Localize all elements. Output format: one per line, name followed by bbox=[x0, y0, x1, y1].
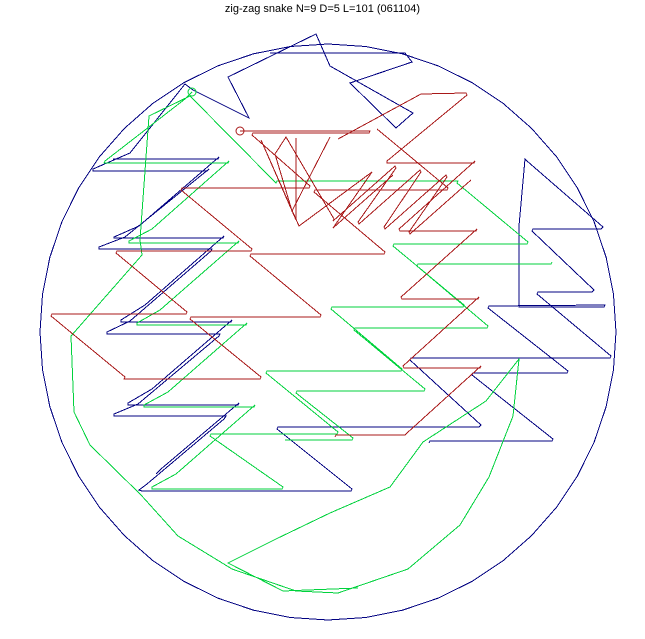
boundary-circle bbox=[39, 43, 617, 621]
polyline-red-snake-right bbox=[334, 92, 482, 438]
polyline-red-extra bbox=[260, 138, 394, 229]
polyline-green-snake-lower bbox=[285, 261, 553, 441]
polyline-green-snake bbox=[70, 91, 529, 594]
red-start-marker bbox=[235, 126, 245, 136]
polyline-blue-snake-inner bbox=[113, 156, 240, 475]
polyline-red-snake bbox=[50, 128, 449, 380]
page-title: zig-zag snake N=9 D=5 L=101 (061104) bbox=[224, 3, 421, 15]
green-start-marker bbox=[187, 87, 197, 97]
polyline-red-zigzag-core bbox=[274, 136, 472, 235]
polyline-blue-snake bbox=[92, 33, 612, 492]
